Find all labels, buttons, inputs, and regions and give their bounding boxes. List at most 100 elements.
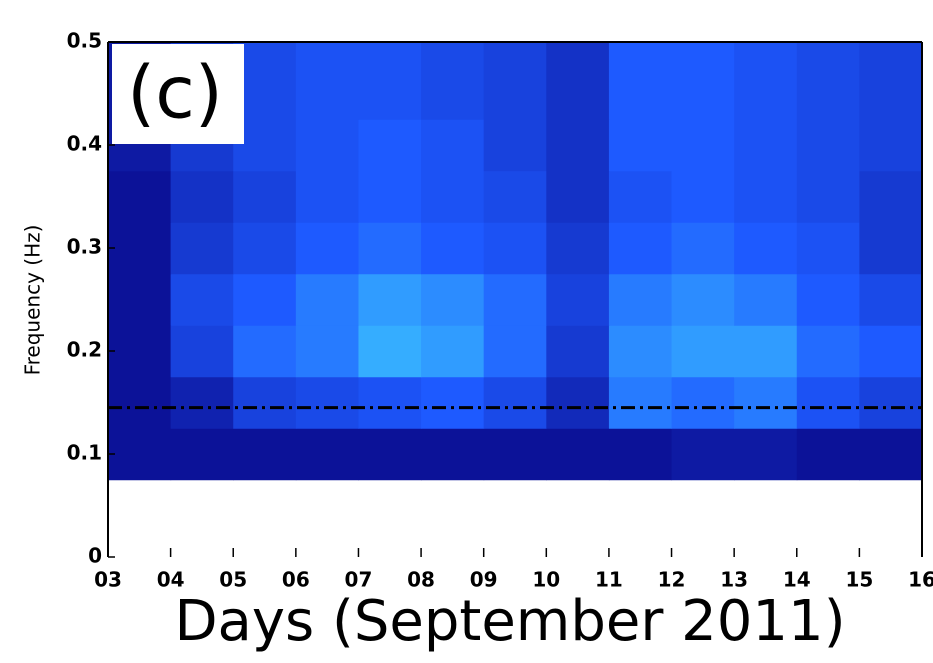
heatmap-cell (170, 376, 234, 429)
x-tick-label: 09 (470, 568, 498, 592)
heatmap-cell (608, 170, 673, 223)
heatmap-cell (170, 428, 234, 481)
y-axis-label: Frequency (Hz) (21, 225, 45, 376)
heatmap-cell (421, 428, 485, 481)
heatmap-cell (295, 222, 359, 275)
heatmap-cell (358, 376, 422, 429)
heatmap-cell (859, 273, 923, 326)
heatmap-cell (546, 325, 610, 378)
x-tick-label: 07 (345, 568, 373, 592)
heatmap-cell (483, 428, 547, 481)
y-tick-label: 0.4 (67, 132, 102, 156)
heatmap-cell (170, 325, 234, 378)
x-tick-label: 04 (157, 568, 185, 592)
heatmap-cell (295, 376, 359, 429)
heatmap-cell (483, 170, 547, 223)
heatmap-cell (608, 42, 673, 120)
heatmap-cell (108, 376, 172, 429)
heatmap-cell (859, 42, 923, 120)
x-tick-label: 05 (219, 568, 247, 592)
heatmap-cell (358, 325, 422, 378)
heatmap-cell (734, 428, 798, 481)
y-tick-label: 0.2 (67, 338, 102, 362)
heatmap-cell (734, 222, 798, 275)
y-tick-label: 0 (88, 544, 102, 568)
x-tick-label: 03 (94, 568, 122, 592)
heatmap-cell (421, 42, 485, 120)
heatmap-cell (233, 170, 297, 223)
y-tick-label: 0.5 (67, 29, 102, 53)
heatmap-cell (859, 376, 923, 429)
heatmap-cell (108, 325, 172, 378)
heatmap-cell (671, 273, 735, 326)
heatmap-cell (608, 376, 673, 429)
heatmap-cell (483, 325, 547, 378)
heatmap-cell (170, 222, 234, 275)
heatmap-cell (295, 42, 359, 120)
heatmap-cell (796, 376, 860, 429)
heatmap-cell (734, 376, 798, 429)
heatmap-cell (671, 170, 735, 223)
x-tick-label: 16 (908, 568, 933, 592)
heatmap-cell (170, 170, 234, 223)
heatmap-cell (421, 222, 485, 275)
heatmap-cell (233, 428, 297, 481)
heatmap-cell (796, 42, 860, 120)
heatmap-cell (108, 428, 172, 481)
heatmap-cell (734, 119, 798, 172)
heatmap-cell (170, 273, 234, 326)
x-tick-label: 15 (845, 568, 873, 592)
x-tick-label: 11 (595, 568, 623, 592)
heatmap-cell (546, 170, 610, 223)
heatmap-cell (295, 273, 359, 326)
heatmap-cell (859, 119, 923, 172)
heatmap-cell (233, 222, 297, 275)
x-axis-label: Days (September 2011) (174, 589, 845, 654)
heatmap-cell (546, 428, 610, 481)
heatmap-cell (796, 428, 860, 481)
heatmap-cell (358, 222, 422, 275)
heatmap-cell (421, 119, 485, 172)
heatmap-cell (233, 376, 297, 429)
heatmap-cell (358, 119, 422, 172)
heatmap-cell (546, 119, 610, 172)
x-tick-label: 06 (282, 568, 310, 592)
heatmap-cell (796, 325, 860, 378)
heatmap-cell (608, 428, 673, 481)
heatmap-cell (546, 222, 610, 275)
heatmap-cell (295, 428, 359, 481)
heatmap-cell (483, 119, 547, 172)
x-tick-label: 14 (783, 568, 811, 592)
heatmap-cell (233, 273, 297, 326)
panel-label-box (112, 44, 244, 144)
x-tick-label: 13 (720, 568, 748, 592)
heatmap-cell (108, 170, 172, 223)
panel-label: (c) (127, 51, 223, 135)
heatmap-cell (295, 325, 359, 378)
heatmap-cell (734, 170, 798, 223)
y-tick-label: 0.1 (67, 441, 102, 465)
heatmap-cell (608, 222, 673, 275)
heatmap-cell (358, 170, 422, 223)
heatmap-cell (421, 376, 485, 429)
heatmap-cell (421, 325, 485, 378)
heatmap-cell (233, 325, 297, 378)
heatmap-cell (796, 222, 860, 275)
heatmap-cell (734, 325, 798, 378)
heatmap-cell (483, 42, 547, 120)
heatmap-cell (546, 42, 610, 120)
y-tick-label: 0.3 (67, 235, 102, 259)
heatmap-cell (859, 222, 923, 275)
heatmap-cell (483, 376, 547, 429)
heatmap-cell (295, 170, 359, 223)
heatmap-cell (358, 428, 422, 481)
heatmap-cell (546, 376, 610, 429)
heatmap-cell (671, 428, 735, 481)
heatmap-cell (295, 119, 359, 172)
heatmap-cell (108, 273, 172, 326)
heatmap-cell (108, 222, 172, 275)
heatmap-cell (734, 273, 798, 326)
axes: 0 0.1 0.2 0.3 0.4 0.5 03 04 05 06 07 08 09 10 11 12 13 14… (67, 29, 933, 592)
